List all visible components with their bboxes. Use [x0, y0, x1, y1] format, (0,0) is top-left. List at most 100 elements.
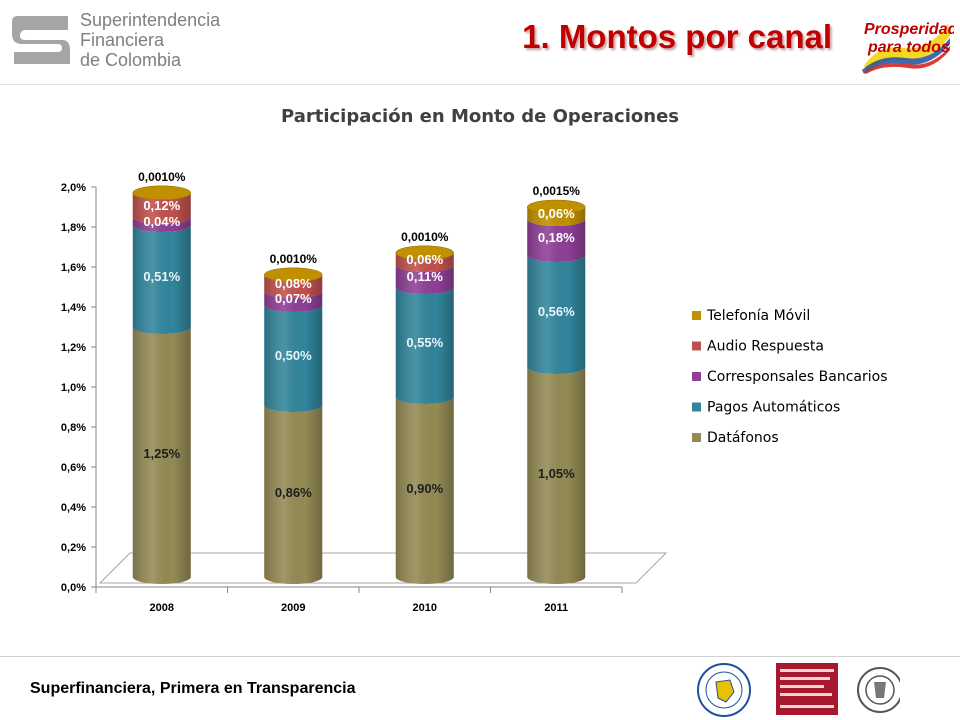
bar-segment	[264, 291, 323, 312]
legend-item: Audio Respuesta	[692, 339, 824, 355]
bar-segment-shade	[132, 217, 191, 232]
legend-swatch	[692, 341, 701, 351]
header-divider	[0, 84, 960, 85]
legend-swatch	[692, 372, 701, 381]
bar-value-label: 0,11%	[407, 269, 444, 284]
bar-segment-shade	[264, 275, 323, 298]
bar-segment-shade	[527, 207, 586, 226]
slide-title: 1. Montos por canal	[522, 18, 832, 55]
bar-segment-shade	[527, 219, 586, 262]
legend-label: Datáfonos	[707, 430, 779, 446]
bar-segment-shade	[395, 253, 454, 272]
y-tick-label: 0,6%	[61, 462, 86, 474]
legend-swatch	[692, 433, 701, 442]
bar-top-cap	[132, 185, 191, 201]
y-tick-label: 1,4%	[61, 302, 86, 314]
bar-value-label: 1,05%	[538, 466, 575, 481]
legend-swatch	[692, 311, 701, 320]
bar-value-label: 0,56%	[538, 304, 575, 319]
bar-segment-shade	[132, 327, 191, 584]
bar-segment	[527, 219, 586, 262]
bar-segment-shade	[264, 291, 323, 312]
chart-title: Participación en Monto de Operaciones	[281, 106, 679, 127]
bar-segment	[264, 275, 323, 298]
bar-value-label: 0,86%	[275, 485, 312, 500]
bar-value-label: 1,25%	[143, 446, 180, 461]
x-tick-label: 2010	[413, 602, 437, 614]
prosperidad-para-todos-logo: Prosperidad para todos	[862, 21, 954, 74]
bar-value-label: 0,07%	[275, 291, 312, 306]
legend-label: Telefonía Móvil	[706, 308, 810, 324]
logo-right-line: Prosperidad	[864, 21, 954, 38]
y-tick-label: 1,2%	[61, 342, 86, 354]
legend-label: Audio Respuesta	[707, 339, 824, 355]
x-tick-label: 2008	[150, 602, 174, 614]
legend-label: Pagos Automáticos	[707, 400, 840, 416]
y-tick-label: 0,2%	[61, 542, 86, 554]
bar-segment	[264, 305, 323, 413]
legend-label: Corresponsales Bancarios	[707, 369, 888, 385]
bar-value-label: 0,55%	[406, 335, 443, 350]
logo-line: Superintendencia	[80, 10, 221, 30]
bar-segment	[132, 327, 191, 584]
y-tick-label: 0,4%	[61, 502, 86, 514]
superfinanciera-s-icon	[12, 16, 70, 64]
bar-segment-shade	[395, 287, 454, 404]
bar-segment-shade	[527, 255, 586, 374]
bar-segment	[395, 265, 454, 294]
bar-total-label: 0,0010%	[138, 170, 186, 184]
bar-value-label: 0,50%	[275, 348, 312, 363]
bar-top-cap	[264, 267, 323, 283]
bar-segment	[527, 207, 586, 226]
y-tick-label: 1,6%	[61, 262, 86, 274]
legend-item: Telefonía Móvil	[692, 308, 810, 324]
legend-swatch	[692, 402, 701, 412]
bar-segment	[264, 405, 323, 584]
logo-line: de Colombia	[80, 50, 182, 70]
bar-value-label: 0,08%	[275, 276, 312, 291]
legend-item: Pagos Automáticos	[692, 400, 840, 416]
bar-segment-shade	[264, 405, 323, 584]
y-tick-label: 1,8%	[61, 222, 86, 234]
bar-total-label: 0,0015%	[533, 184, 581, 198]
bar-top-cap	[527, 199, 586, 215]
bar-segment	[395, 253, 454, 272]
x-tick-label: 2009	[281, 602, 305, 614]
bar-value-label: 0,04%	[143, 214, 180, 229]
footer-divider	[0, 656, 960, 657]
legend-item: Corresponsales Bancarios	[692, 369, 888, 385]
bar-segment	[395, 287, 454, 404]
bar-value-label: 0,18%	[538, 230, 575, 245]
bar-segment-shade	[395, 265, 454, 294]
logo-line: Financiera	[80, 30, 165, 50]
x-tick-label: 2011	[544, 602, 568, 614]
bar-value-label: 0,51%	[143, 269, 180, 284]
bar-value-label: 0,12%	[143, 198, 180, 213]
bar-segment-shade	[527, 367, 586, 584]
chart-floor	[98, 552, 668, 584]
y-tick-label: 2,0%	[61, 182, 86, 194]
bar-segment	[132, 193, 191, 225]
superfinanciera-logo	[12, 16, 70, 64]
bar-value-label: 0,90%	[406, 481, 443, 496]
logo-right-line: para todos	[867, 39, 950, 56]
stacked-bar-chart: Participación en Monto de Operaciones 0,…	[61, 106, 888, 614]
y-tick-label: 0,0%	[61, 582, 86, 594]
bar-top-cap	[395, 245, 454, 261]
iso-certification-badge	[776, 663, 838, 715]
bureau-veritas-seal-icon	[857, 667, 900, 713]
footer-slogan: Superfinanciera, Primera en Transparenci…	[30, 680, 356, 697]
bar-value-label: 0,06%	[538, 206, 575, 221]
legend-item: Datáfonos	[692, 430, 779, 446]
superfinanciera-logo-text: Superintendencia Financiera de Colombia	[80, 10, 220, 70]
bar-segment-shade	[132, 225, 191, 334]
y-tick-label: 0,8%	[61, 422, 86, 434]
bar-segment-shade	[395, 397, 454, 584]
bar-segment	[395, 397, 454, 584]
bar-segment	[132, 225, 191, 334]
bar-segment	[132, 217, 191, 232]
bar-value-label: 0,06%	[406, 252, 443, 267]
bar-segment	[527, 367, 586, 584]
y-tick-label: 1,0%	[61, 382, 86, 394]
certification-seal-icon	[697, 663, 751, 717]
